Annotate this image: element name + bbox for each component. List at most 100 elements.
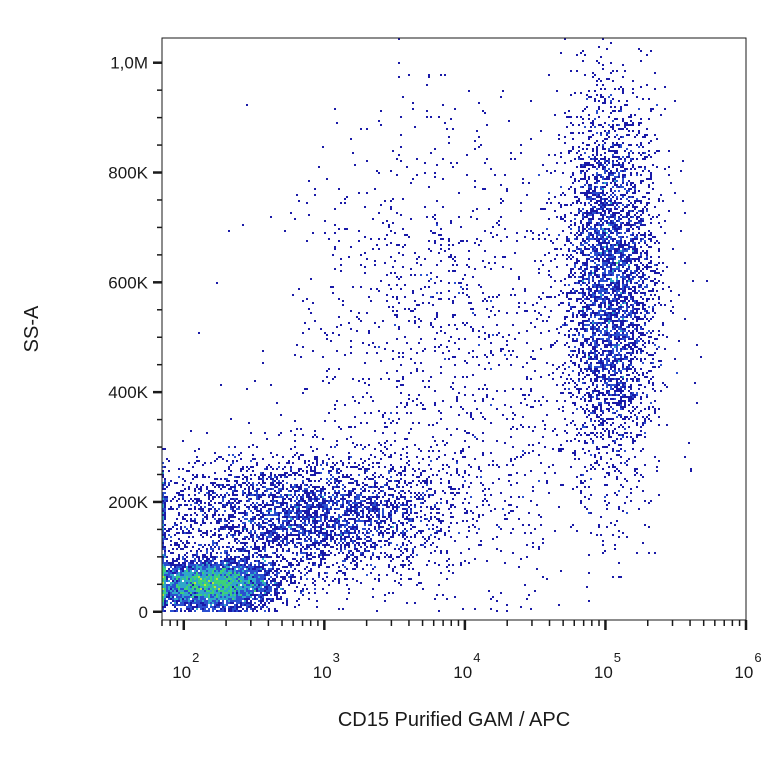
- density-cell: [642, 170, 644, 172]
- density-cell: [616, 268, 618, 270]
- density-cell: [312, 486, 314, 488]
- density-cell: [644, 206, 646, 208]
- density-cell: [304, 322, 306, 324]
- density-cell: [596, 180, 598, 182]
- density-cell: [212, 484, 214, 486]
- density-cell: [610, 302, 612, 304]
- density-cell: [604, 264, 606, 266]
- density-cell: [594, 378, 596, 380]
- density-cell: [600, 354, 602, 356]
- density-cell: [584, 202, 586, 204]
- density-cell: [580, 234, 582, 236]
- density-cell: [604, 268, 606, 270]
- density-cell: [628, 244, 630, 246]
- density-cell: [636, 264, 638, 266]
- density-cell: [486, 308, 488, 310]
- density-cell: [586, 192, 588, 194]
- density-cell: [604, 376, 606, 378]
- density-cell: [638, 340, 640, 342]
- density-cell: [526, 378, 528, 380]
- density-cell: [634, 276, 636, 278]
- density-cell: [440, 330, 442, 332]
- density-cell: [456, 462, 458, 464]
- density-cell: [636, 236, 638, 238]
- density-cell: [602, 102, 604, 104]
- density-cell: [520, 388, 522, 390]
- density-cell: [600, 380, 602, 382]
- density-cell: [646, 244, 648, 246]
- density-cell: [440, 248, 442, 250]
- density-cell: [540, 332, 542, 334]
- density-cell: [608, 322, 610, 324]
- density-cell: [634, 342, 636, 344]
- density-cell: [636, 206, 638, 208]
- density-cell: [616, 342, 618, 344]
- density-cell: [606, 204, 608, 206]
- density-cell: [196, 476, 198, 478]
- density-cell: [514, 252, 516, 254]
- density-cell: [326, 454, 328, 456]
- density-cell: [162, 474, 164, 476]
- density-cell: [274, 474, 276, 476]
- density-cell: [608, 304, 610, 306]
- density-cell: [336, 480, 338, 482]
- density-cell: [604, 366, 606, 368]
- density-cell: [552, 448, 554, 450]
- density-cell: [570, 350, 572, 352]
- density-cell: [586, 342, 588, 344]
- density-cell: [610, 204, 612, 206]
- density-cell: [424, 480, 426, 482]
- density-cell: [422, 404, 424, 406]
- density-cell: [564, 382, 566, 384]
- density-cell: [618, 306, 620, 308]
- density-cell: [632, 348, 634, 350]
- density-cell: [614, 346, 616, 348]
- density-cell: [586, 288, 588, 290]
- density-cell: [630, 280, 632, 282]
- density-cell: [630, 160, 632, 162]
- density-cell: [498, 224, 500, 226]
- density-cell: [482, 388, 484, 390]
- density-cell: [604, 346, 606, 348]
- density-cell: [608, 124, 610, 126]
- density-cell: [280, 494, 282, 496]
- density-cell: [636, 270, 638, 272]
- density-cell: [390, 422, 392, 424]
- density-cell: [582, 474, 584, 476]
- density-cell: [592, 246, 594, 248]
- density-cell: [524, 302, 526, 304]
- density-cell: [606, 340, 608, 342]
- density-cell: [588, 144, 590, 146]
- density-cell: [626, 416, 628, 418]
- density-cell: [606, 192, 608, 194]
- density-cell: [620, 342, 622, 344]
- density-cell: [632, 182, 634, 184]
- density-cell: [372, 478, 374, 480]
- density-cell: [302, 300, 304, 302]
- density-cell: [642, 146, 644, 148]
- density-cell: [384, 262, 386, 264]
- density-cell: [208, 494, 210, 496]
- density-cell: [570, 290, 572, 292]
- density-cell: [626, 282, 628, 284]
- density-cell: [392, 420, 394, 422]
- density-cell: [464, 472, 466, 474]
- density-cell: [584, 204, 586, 206]
- density-cell: [222, 458, 224, 460]
- density-cell: [586, 266, 588, 268]
- density-cell: [272, 456, 274, 458]
- density-cell: [592, 278, 594, 280]
- density-cell: [614, 466, 616, 468]
- density-cell: [648, 262, 650, 264]
- density-cell: [624, 70, 626, 72]
- density-cell: [562, 292, 564, 294]
- density-cell: [616, 284, 618, 286]
- density-cell: [596, 414, 598, 416]
- density-cell: [648, 266, 650, 268]
- density-cell: [590, 304, 592, 306]
- density-cell: [620, 136, 622, 138]
- density-cell: [374, 482, 376, 484]
- density-cell: [482, 400, 484, 402]
- density-cell: [604, 220, 606, 222]
- density-cell: [638, 200, 640, 202]
